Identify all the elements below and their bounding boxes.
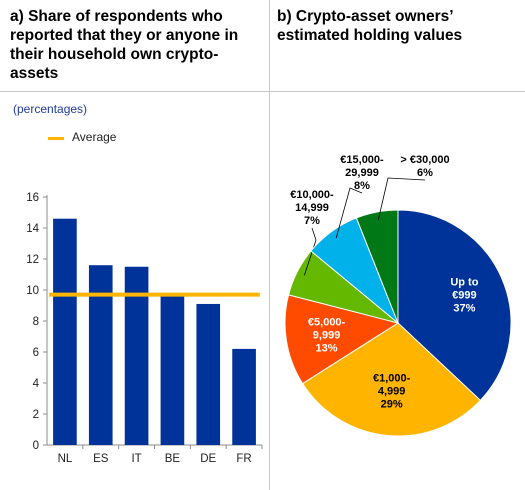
y-tick-label: 8 — [33, 316, 39, 328]
y-tick-label: 16 — [26, 192, 39, 204]
y-tick-label: 6 — [33, 347, 39, 359]
pie-label-3: €10,000-14,999 7% — [290, 189, 334, 227]
bar-it — [124, 266, 149, 445]
average-legend-label: Average — [72, 130, 117, 144]
y-tick-label: 2 — [33, 409, 39, 421]
y-tick-label: 4 — [33, 378, 40, 390]
pie-slice-2 — [284, 294, 400, 385]
y-tick-label: 14 — [26, 223, 39, 235]
pie-slice-1 — [301, 322, 482, 437]
average-legend-swatch — [48, 137, 64, 140]
pie-label-4: €15,000-29,999 8% — [340, 154, 384, 192]
y-tick-label: 0 — [33, 440, 39, 452]
pie-chart: Up to €999 37% €1,000-4,999 29% €5,000-9,999 1… — [284, 154, 512, 437]
pie-slice-5 — [355, 209, 399, 324]
pie-label-2: €5,000-9,999 13% — [308, 316, 346, 354]
unit-label: (percentages) — [13, 102, 88, 116]
bar-be — [160, 294, 185, 445]
x-tick-label: ES — [93, 453, 109, 465]
bar-nl — [53, 218, 77, 445]
pie-label-1: €1,000-4,999 29% — [373, 372, 411, 410]
panel-divider-horizontal — [0, 91, 525, 92]
x-tick-label: IT — [131, 453, 141, 465]
pie-label-0: Up to €999 37% — [450, 276, 478, 314]
panel-b-title: b) Crypto-asset owners’ estimated holdin… — [277, 8, 463, 44]
pie-label-5: > €30,000 6% — [400, 154, 449, 179]
x-tick-label: NL — [58, 453, 73, 465]
leader-line — [303, 227, 317, 276]
panel-a-title: a) Share of respondents who reported tha… — [10, 8, 239, 82]
leader-line — [377, 177, 426, 220]
bar-chart: 0 2 4 6 8 10 12 14 16 NL ES IT BE DE FR — [26, 192, 263, 465]
pie-slice-0 — [397, 209, 512, 402]
bar-es — [88, 265, 113, 445]
x-tick-label: BE — [165, 453, 181, 465]
x-tick-label: FR — [236, 453, 251, 465]
y-tick-label: 10 — [26, 285, 39, 297]
bar-de — [196, 303, 221, 445]
y-tick-label: 12 — [26, 254, 39, 266]
x-tick-label: DE — [200, 453, 216, 465]
panel-divider-vertical — [269, 0, 270, 490]
leader-line — [335, 187, 363, 239]
bar-fr — [232, 348, 256, 445]
